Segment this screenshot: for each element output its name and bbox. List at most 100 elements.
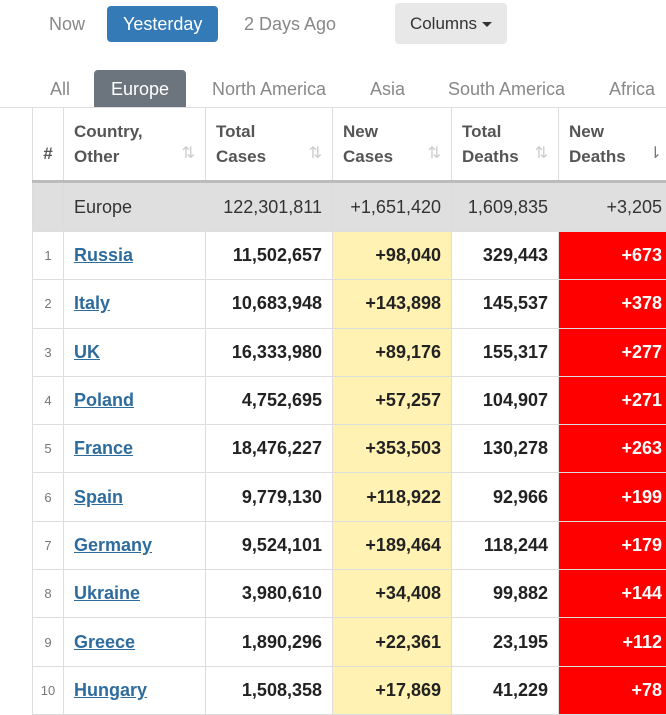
- date-tabs: Now Yesterday 2 Days Ago Columns: [0, 0, 666, 60]
- row-new-deaths: +271: [559, 376, 666, 424]
- sort-arrows-icon[interactable]: ⇅: [535, 141, 548, 166]
- tab-now[interactable]: Now: [33, 6, 101, 42]
- row-new-cases: +57,257: [333, 376, 452, 424]
- row-index: 9: [33, 618, 64, 666]
- sort-arrows-icon[interactable]: ⇅: [428, 141, 441, 166]
- row-total-deaths: 329,443: [452, 232, 559, 280]
- row-total-deaths: 155,317: [452, 328, 559, 376]
- row-new-deaths: +144: [559, 570, 666, 618]
- row-total-cases: 16,333,980: [206, 328, 333, 376]
- row-new-deaths: +378: [559, 280, 666, 328]
- row-total-cases: 9,779,130: [206, 473, 333, 521]
- tab-yesterday[interactable]: Yesterday: [107, 6, 218, 42]
- row-total-cases: 1,890,296: [206, 618, 333, 666]
- total-row-index: [33, 182, 64, 232]
- row-index: 8: [33, 570, 64, 618]
- row-new-deaths: +112: [559, 618, 666, 666]
- header-new-deaths-line2: Deaths: [569, 147, 626, 166]
- row-country: Poland: [64, 376, 206, 424]
- region-tab-south-america[interactable]: South America: [431, 70, 582, 108]
- total-row: Europe 122,301,811 +1,651,420 1,609,835 …: [33, 182, 666, 232]
- row-index: 4: [33, 376, 64, 424]
- header-new-cases[interactable]: New Cases ⇅: [333, 108, 452, 182]
- row-country: Ukraine: [64, 570, 206, 618]
- row-country: Germany: [64, 521, 206, 569]
- row-country: France: [64, 425, 206, 473]
- row-country: Hungary: [64, 666, 206, 714]
- row-total-cases: 9,524,101: [206, 521, 333, 569]
- row-total-cases: 4,752,695: [206, 376, 333, 424]
- row-new-cases: +98,040: [333, 232, 452, 280]
- row-new-deaths: +673: [559, 232, 666, 280]
- country-link[interactable]: Russia: [74, 245, 133, 265]
- row-new-deaths: +263: [559, 425, 666, 473]
- header-total-cases[interactable]: Total Cases ⇅: [206, 108, 333, 182]
- header-index: #: [33, 108, 64, 182]
- region-tab-all[interactable]: All: [33, 70, 87, 108]
- caret-down-icon: [482, 22, 492, 27]
- region-tab-asia[interactable]: Asia: [353, 70, 422, 108]
- country-link[interactable]: France: [74, 438, 133, 458]
- row-new-deaths: +277: [559, 328, 666, 376]
- row-new-deaths: +199: [559, 473, 666, 521]
- total-row-country: Europe: [64, 182, 206, 232]
- country-link[interactable]: Ukraine: [74, 583, 140, 603]
- row-index: 5: [33, 425, 64, 473]
- country-link[interactable]: Germany: [74, 535, 152, 555]
- row-total-deaths: 145,537: [452, 280, 559, 328]
- row-country: Italy: [64, 280, 206, 328]
- sort-arrows-icon[interactable]: ⇅: [182, 141, 195, 166]
- sort-arrows-icon[interactable]: ⇅: [309, 141, 322, 166]
- row-new-cases: +189,464: [333, 521, 452, 569]
- row-index: 2: [33, 280, 64, 328]
- row-new-cases: +22,361: [333, 618, 452, 666]
- country-link[interactable]: Poland: [74, 390, 134, 410]
- total-row-total-deaths: 1,609,835: [452, 182, 559, 232]
- header-total-deaths[interactable]: Total Deaths ⇅: [452, 108, 559, 182]
- header-new-cases-line1: New: [343, 122, 378, 141]
- country-link[interactable]: UK: [74, 342, 100, 362]
- country-link[interactable]: Greece: [74, 632, 135, 652]
- row-total-deaths: 41,229: [452, 666, 559, 714]
- row-total-deaths: 92,966: [452, 473, 559, 521]
- row-total-cases: 1,508,358: [206, 666, 333, 714]
- row-new-cases: +353,503: [333, 425, 452, 473]
- header-new-deaths-line1: New: [569, 122, 604, 141]
- row-index: 3: [33, 328, 64, 376]
- row-index: 7: [33, 521, 64, 569]
- columns-button-label: Columns: [410, 14, 477, 33]
- country-link[interactable]: Hungary: [74, 680, 147, 700]
- row-new-cases: +34,408: [333, 570, 452, 618]
- row-total-cases: 10,683,948: [206, 280, 333, 328]
- row-new-deaths: +179: [559, 521, 666, 569]
- row-total-deaths: 130,278: [452, 425, 559, 473]
- row-index: 1: [33, 232, 64, 280]
- row-total-deaths: 104,907: [452, 376, 559, 424]
- region-tab-africa[interactable]: Africa: [592, 70, 666, 108]
- header-country[interactable]: Country, Other ⇅: [64, 108, 206, 182]
- region-tab-europe[interactable]: Europe: [94, 70, 186, 108]
- row-new-cases: +89,176: [333, 328, 452, 376]
- header-new-deaths[interactable]: New Deaths ⇂: [559, 108, 666, 182]
- sort-desc-icon[interactable]: ⇂: [649, 141, 662, 166]
- row-country: Russia: [64, 232, 206, 280]
- country-link[interactable]: Spain: [74, 487, 123, 507]
- row-total-deaths: 99,882: [452, 570, 559, 618]
- row-total-deaths: 23,195: [452, 618, 559, 666]
- region-tab-north-america[interactable]: North America: [195, 70, 343, 108]
- header-total-cases-line1: Total: [216, 122, 255, 141]
- header-country-line2: Other: [74, 147, 119, 166]
- country-link[interactable]: Italy: [74, 293, 110, 313]
- tab-2-days-ago[interactable]: 2 Days Ago: [228, 6, 352, 42]
- covid-table: # Country, Other ⇅ Total Cases ⇅ New Cas…: [32, 107, 666, 715]
- row-new-cases: +118,922: [333, 473, 452, 521]
- columns-button[interactable]: Columns: [395, 3, 507, 44]
- header-new-cases-line2: Cases: [343, 147, 393, 166]
- row-country: Greece: [64, 618, 206, 666]
